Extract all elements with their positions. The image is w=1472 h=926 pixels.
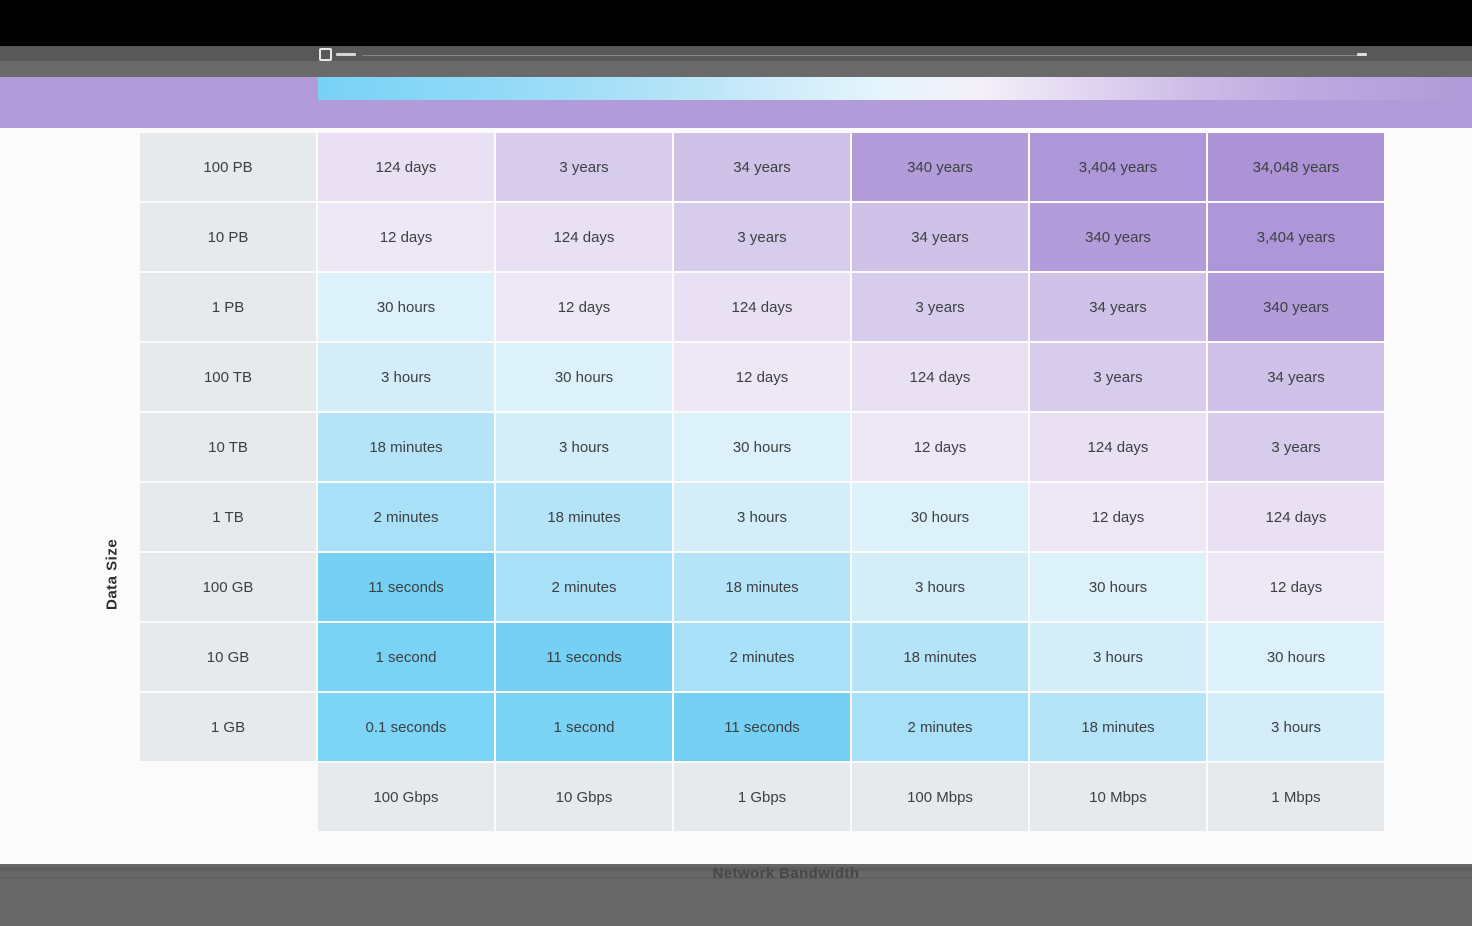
time-cell: 3 hours: [1208, 693, 1384, 761]
time-cell: 124 days: [318, 133, 494, 201]
time-cell: 18 minutes: [318, 413, 494, 481]
footer-stripe: [0, 867, 1472, 871]
time-cell: 30 hours: [1208, 623, 1384, 691]
time-cell: 30 hours: [1030, 553, 1206, 621]
footer-stripe: [0, 877, 1472, 879]
time-cell: 12 days: [852, 413, 1028, 481]
time-cell: 340 years: [852, 133, 1028, 201]
time-cell: 12 days: [1030, 483, 1206, 551]
blue-to-purple-gradient-strip: [318, 77, 1456, 100]
time-cell: 18 minutes: [1030, 693, 1206, 761]
time-cell: 30 hours: [674, 413, 850, 481]
time-cell: 340 years: [1030, 203, 1206, 271]
row-label-cell: 1 TB: [140, 483, 316, 551]
time-cell: 34 years: [1208, 343, 1384, 411]
time-cell: 3 hours: [318, 343, 494, 411]
time-cell: 124 days: [496, 203, 672, 271]
time-cell: 30 hours: [852, 483, 1028, 551]
x-axis-label: Network Bandwidth: [712, 865, 860, 882]
row-label-cell: 10 TB: [140, 413, 316, 481]
row-label-cell: 100 TB: [140, 343, 316, 411]
time-cell: 18 minutes: [852, 623, 1028, 691]
time-cell: 3 hours: [852, 553, 1028, 621]
time-cell: 18 minutes: [674, 553, 850, 621]
toolbar-upper-band: [0, 46, 1472, 61]
time-cell: 2 minutes: [496, 553, 672, 621]
toolbar: [0, 46, 1472, 77]
col-label-cell: 1 Gbps: [674, 763, 850, 831]
time-cell: 124 days: [674, 273, 850, 341]
col-label-cell: 10 Mbps: [1030, 763, 1206, 831]
col-label-cell: 10 Gbps: [496, 763, 672, 831]
row-label-cell: 10 GB: [140, 623, 316, 691]
time-cell: 34 years: [852, 203, 1028, 271]
toolbar-lower-band: [0, 61, 1472, 77]
time-cell: 3,404 years: [1208, 203, 1384, 271]
time-cell: 18 minutes: [496, 483, 672, 551]
row-label-cell: 1 PB: [140, 273, 316, 341]
footer-bar: Network Bandwidth: [0, 864, 1472, 926]
corner-cell: [140, 763, 316, 831]
col-label-cell: 1 Mbps: [1208, 763, 1384, 831]
time-cell: 3 hours: [1030, 623, 1206, 691]
time-cell: 3 years: [496, 133, 672, 201]
slide-content: Data Size 100 PB 124 days 3 years 34 years 3…: [0, 128, 1472, 864]
time-cell: 3 years: [852, 273, 1028, 341]
time-cell: 124 days: [852, 343, 1028, 411]
bar-glyph-icon: [336, 52, 356, 56]
window-chrome-bar: [0, 0, 1472, 46]
time-cell: 124 days: [1208, 483, 1384, 551]
row-label-cell: 100 GB: [140, 553, 316, 621]
time-cell: 0.1 seconds: [318, 693, 494, 761]
time-cell: 1 second: [496, 693, 672, 761]
time-cell: 3 years: [674, 203, 850, 271]
time-cell: 30 hours: [318, 273, 494, 341]
slide-accent-band: [0, 77, 1472, 128]
time-cell: 12 days: [496, 273, 672, 341]
time-cell: 30 hours: [496, 343, 672, 411]
time-cell: 340 years: [1208, 273, 1384, 341]
row-label-cell: 1 GB: [140, 693, 316, 761]
heatmap-grid: 100 PB 124 days 3 years 34 years 340 years 3,…: [140, 133, 1384, 831]
y-axis-label: Data Size: [103, 538, 121, 610]
toolbar-rule-line: [362, 55, 1358, 56]
time-cell: 3 years: [1030, 343, 1206, 411]
time-cell: 12 days: [674, 343, 850, 411]
time-cell: 124 days: [1030, 413, 1206, 481]
time-cell: 12 days: [318, 203, 494, 271]
tick-glyph-icon: [1357, 52, 1367, 56]
toolbar-corner-glyph-icon[interactable]: [1357, 48, 1367, 60]
row-label-cell: 10 PB: [140, 203, 316, 271]
col-label-cell: 100 Gbps: [318, 763, 494, 831]
time-cell: 2 minutes: [318, 483, 494, 551]
col-label-cell: 100 Mbps: [852, 763, 1028, 831]
time-cell: 3 hours: [496, 413, 672, 481]
time-cell: 11 seconds: [318, 553, 494, 621]
time-cell: 34 years: [674, 133, 850, 201]
time-cell: 11 seconds: [496, 623, 672, 691]
time-cell: 34,048 years: [1208, 133, 1384, 201]
toolbar-status-glyphs-icon[interactable]: [319, 47, 356, 61]
time-cell: 3 hours: [674, 483, 850, 551]
square-glyph-icon: [319, 47, 332, 61]
time-cell: 12 days: [1208, 553, 1384, 621]
time-cell: 11 seconds: [674, 693, 850, 761]
time-cell: 34 years: [1030, 273, 1206, 341]
time-cell: 3,404 years: [1030, 133, 1206, 201]
row-label-cell: 100 PB: [140, 133, 316, 201]
time-cell: 2 minutes: [674, 623, 850, 691]
time-cell: 3 years: [1208, 413, 1384, 481]
time-cell: 2 minutes: [852, 693, 1028, 761]
time-cell: 1 second: [318, 623, 494, 691]
